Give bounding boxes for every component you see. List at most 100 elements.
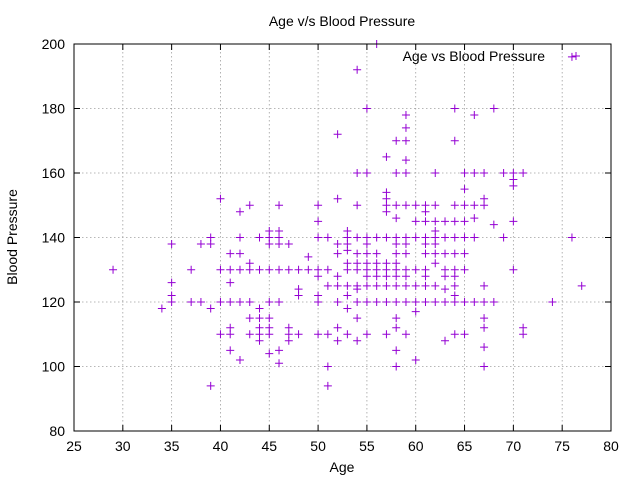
- data-point: [411, 265, 420, 274]
- data-point: [460, 217, 469, 226]
- data-point: [392, 259, 401, 268]
- data-point: [226, 265, 235, 274]
- data-point: [382, 298, 391, 306]
- data-point: [353, 169, 362, 177]
- data-point: [411, 233, 420, 242]
- x-tick-label: 45: [261, 438, 277, 454]
- x-tick-label: 40: [213, 438, 229, 454]
- data-point: [187, 298, 196, 306]
- data-point: [206, 233, 215, 242]
- data-point: [333, 323, 342, 332]
- y-tick-label: 160: [42, 165, 66, 181]
- data-point: [265, 227, 274, 236]
- data-point: [294, 285, 303, 294]
- data-point: [304, 265, 313, 274]
- data-point: [353, 281, 362, 290]
- data-point: [450, 136, 459, 145]
- tick-marks: [73, 43, 612, 432]
- data-point: [362, 169, 371, 177]
- data-point: [460, 169, 469, 177]
- data-point: [333, 281, 342, 290]
- data-point: [401, 123, 410, 132]
- data-point: [314, 265, 323, 274]
- data-point: [499, 169, 508, 177]
- data-point: [196, 298, 205, 306]
- data-point: [567, 233, 576, 242]
- data-point: [411, 307, 420, 316]
- data-point: [275, 201, 284, 210]
- data-point: [323, 265, 332, 274]
- data-point: [245, 298, 254, 306]
- data-point: [509, 217, 518, 226]
- data-point: [421, 249, 430, 258]
- data-point: [441, 217, 450, 226]
- data-point: [577, 281, 586, 290]
- data-point: [489, 298, 498, 306]
- data-point: [450, 217, 459, 226]
- data-point: [509, 169, 518, 177]
- data-point: [353, 201, 362, 210]
- data-point: [372, 249, 381, 258]
- data-point: [323, 281, 332, 290]
- data-point: [333, 272, 342, 281]
- data-point: [480, 343, 489, 352]
- x-tick-label: 50: [310, 438, 326, 454]
- data-point: [382, 188, 391, 197]
- data-point: [441, 298, 450, 306]
- data-point: [235, 298, 244, 306]
- data-point: [441, 265, 450, 274]
- data-point: [392, 136, 401, 145]
- data-point: [401, 169, 410, 177]
- data-point: [401, 233, 410, 242]
- data-point: [314, 201, 323, 210]
- data-point: [460, 201, 469, 210]
- legend-marker: [572, 52, 580, 60]
- data-point: [226, 278, 235, 287]
- data-point: [362, 259, 371, 268]
- data-point: [323, 362, 332, 371]
- x-tick-labels: 25 30 35 40 45 50 55 60 65 70 75 80: [66, 438, 619, 454]
- data-point: [235, 207, 244, 216]
- data-point: [382, 330, 391, 339]
- data-point: [343, 281, 352, 290]
- data-point: [431, 169, 440, 177]
- data-point: [480, 169, 489, 177]
- data-point: [304, 252, 313, 261]
- data-point: [489, 104, 498, 113]
- data-point: [235, 249, 244, 258]
- data-point: [265, 265, 274, 274]
- data-point: [382, 152, 391, 161]
- data-point: [480, 298, 489, 306]
- y-tick-label: 100: [42, 359, 66, 375]
- x-tick-label: 35: [164, 438, 180, 454]
- data-point: [255, 265, 264, 274]
- y-tick-label: 80: [49, 423, 65, 439]
- data-point: [245, 201, 254, 210]
- data-point: [157, 304, 166, 313]
- data-point: [343, 330, 352, 339]
- legend: Age vs Blood Pressure: [403, 48, 580, 64]
- x-tick-label: 30: [115, 438, 131, 454]
- data-point: [450, 291, 459, 300]
- y-axis-title: Blood Pressure: [4, 189, 20, 285]
- x-tick-label: 25: [66, 438, 82, 454]
- data-point: [382, 259, 391, 268]
- data-point: [235, 265, 244, 274]
- data-point: [353, 65, 362, 74]
- data-point: [284, 323, 293, 332]
- data-point: [294, 265, 303, 274]
- data-point: [431, 281, 440, 290]
- data-point: [255, 323, 264, 332]
- data-point: [411, 281, 420, 290]
- x-tick-label: 65: [457, 438, 473, 454]
- data-point: [314, 330, 323, 339]
- data-point: [392, 346, 401, 355]
- data-point: [450, 265, 459, 274]
- data-point: [109, 265, 118, 274]
- data-point: [294, 330, 303, 339]
- data-point: [431, 259, 440, 268]
- data-point: [519, 323, 528, 332]
- data-point: [382, 233, 391, 242]
- data-point: [255, 304, 264, 313]
